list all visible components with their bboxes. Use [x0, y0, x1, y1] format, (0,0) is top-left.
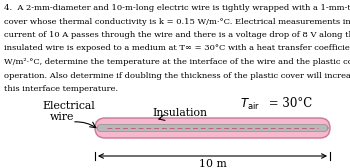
- Text: operation. Also determine if doubling the thickness of the plastic cover will in: operation. Also determine if doubling th…: [4, 72, 350, 79]
- Text: = 30°C: = 30°C: [265, 97, 312, 110]
- Text: 4.  A 2-mm-diameter and 10-m-long electric wire is tightly wrapped with a 1-mm-t: 4. A 2-mm-diameter and 10-m-long electri…: [4, 4, 350, 12]
- Text: this interface temperature.: this interface temperature.: [4, 85, 118, 93]
- Text: Electrical: Electrical: [42, 101, 95, 111]
- FancyBboxPatch shape: [95, 118, 330, 138]
- Text: wire: wire: [50, 112, 74, 122]
- FancyBboxPatch shape: [97, 124, 328, 132]
- Text: cover whose thermal conductivity is k = 0.15 W/m·°C. Electrical measurements ind: cover whose thermal conductivity is k = …: [4, 17, 350, 26]
- Text: $T_\mathrm{air}$: $T_\mathrm{air}$: [240, 97, 260, 112]
- Text: insulated wire is exposed to a medium at T∞ = 30°C with a heat transfer coeffici: insulated wire is exposed to a medium at…: [4, 45, 350, 52]
- Text: 10 m: 10 m: [199, 159, 226, 168]
- Text: current of 10 A passes through the wire and there is a voltage drop of 8 V along: current of 10 A passes through the wire …: [4, 31, 350, 39]
- Text: W/m²·°C, determine the temperature at the interface of the wire and the plastic : W/m²·°C, determine the temperature at th…: [4, 58, 350, 66]
- Text: Insulation: Insulation: [152, 108, 207, 118]
